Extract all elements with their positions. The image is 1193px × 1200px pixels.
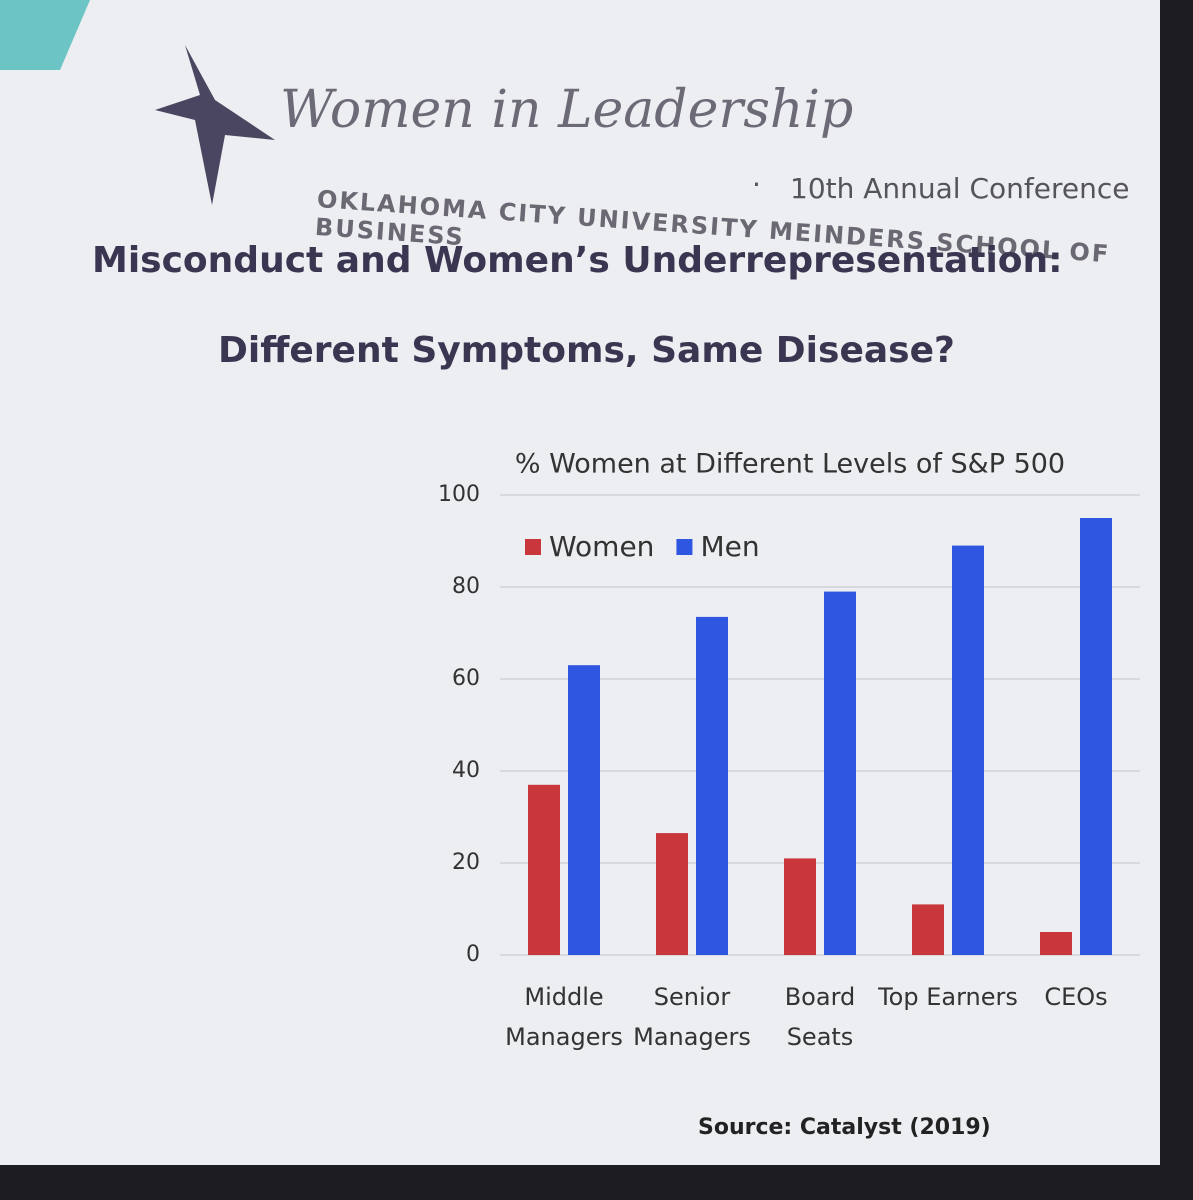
legend-swatch (525, 539, 541, 555)
bar (952, 545, 984, 955)
x-tick-label: Top Earners (878, 983, 1018, 1011)
y-tick-label: 40 (452, 758, 480, 783)
bar (912, 904, 944, 955)
bar (784, 858, 816, 955)
y-tick-label: 80 (452, 574, 480, 599)
bar (656, 833, 688, 955)
y-tick-label: 60 (452, 666, 480, 691)
slide-title: Different Symptoms, Same Disease? (218, 330, 955, 371)
y-tick-label: 20 (452, 850, 480, 875)
bar (824, 591, 856, 955)
bar (568, 665, 600, 955)
bar (696, 616, 728, 955)
slide-title: Misconduct and Women’s Underrepresentati… (92, 240, 1063, 281)
x-tick-label: CEOs (1044, 983, 1108, 1011)
legend-label: Men (700, 530, 759, 563)
bar (1080, 518, 1112, 955)
bar (528, 784, 560, 955)
legend-label: Women (549, 530, 654, 563)
bar (1040, 932, 1072, 955)
separator: · (752, 168, 761, 201)
conference: 10th Annual Conference (790, 172, 1130, 205)
chart-title: % Women at Different Levels of S&P 500 (515, 449, 1065, 480)
legend-swatch (676, 539, 693, 555)
y-tick-label: 0 (466, 942, 480, 967)
y-tick-label: 100 (438, 482, 480, 507)
x-tick-label: Middle Managers (505, 983, 623, 1051)
x-tick-label: Board Seats (784, 983, 856, 1051)
brand: Women in Leadership (280, 80, 854, 140)
corner-shape (0, 0, 90, 70)
star-logo (155, 45, 275, 205)
source: Source: Catalyst (2019) (698, 1115, 991, 1140)
x-tick-label: Senior Managers (633, 983, 751, 1051)
